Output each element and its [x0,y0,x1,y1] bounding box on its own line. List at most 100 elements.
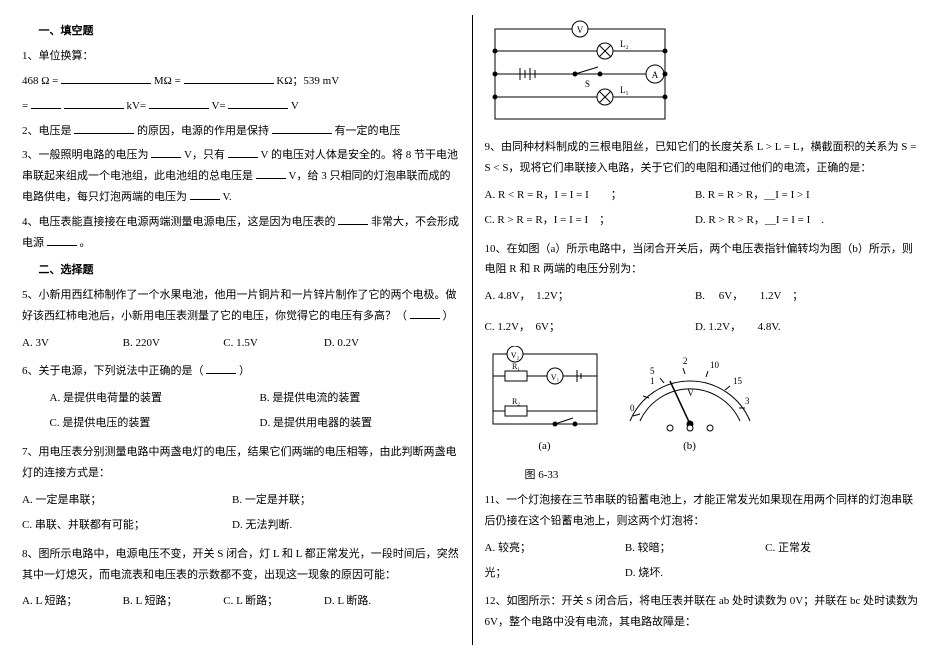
svg-text:R₂: R₂ [511,397,519,406]
blank [256,167,286,179]
svg-text:3: 3 [745,396,750,406]
q5-options: A. 3V B. 220V C. 1.5V D. 0.2V [22,331,460,356]
q10-opt-b: B. 6V， 1.2V ； [695,286,905,307]
blank [410,307,440,319]
q10-opt-a: A. 4.8V， 1.2V； [485,286,695,307]
svg-text:15: 15 [733,376,743,386]
q9-opt-b: B. R = R > R，__I = I > I [695,185,905,206]
q1-1c: KΩ；539 mV [276,75,339,87]
q9-opt-c: C. R > R = R，I = I = I ； [485,210,695,231]
q10: 10、在如图（a）所示电路中，当闭合开关后，两个电压表指针偏转均为图（b）所示，… [485,239,924,281]
q6-opt-c: C. 是提供电压的装置 [22,413,232,434]
blank [64,97,124,109]
q2c: 有一定的电压 [335,125,401,137]
q9-opt-d: D. R > R > R，__I = I = I . [695,210,905,231]
blank [228,97,288,109]
svg-text:5: 5 [650,366,655,376]
q10-options: A. 4.8V， 1.2V； B. 6V， 1.2V ； C. 1.2V， 6V… [485,284,924,340]
q3a: 3、一般照明电路的电压为 [22,149,149,161]
meter-b-icon: 0 1 5 2 10 15 3 V [615,346,765,436]
q6a: 6、关于电源，下列说法中正确的是（ [22,365,204,377]
section-1-title: 一、填空题 [22,21,460,42]
circuit-diagram-top: V L₂ S A L₁ [485,19,924,129]
q11-opt-c2: 光； [485,563,625,584]
svg-text:V: V [576,25,583,35]
q5a: 5、小新用西红柿制作了一个水果电池，他用一片铜片和一片锌片制作了它的两个电极。做… [22,289,457,322]
q8-options: A. L 短路； B. L 短路； C. L 断路； D. L 断路. [22,589,460,614]
q6b: ） [239,365,250,377]
blank [61,72,151,84]
q8-opt-d: D. L 断路. [324,591,425,612]
svg-text:V₂: V₂ [510,351,519,360]
q9-opt-a: A. R < R = R，I = I = I ； [485,185,695,206]
q4a: 4、电压表能直接接在电源两端测量电源电压，这是因为电压表的 [22,216,336,228]
blank [149,97,209,109]
blank [272,122,332,134]
q2b: 的原因，电源的作用是保持 [137,125,269,137]
right-column: V L₂ S A L₁ [473,15,936,645]
q2a: 2、电压是 [22,125,72,137]
q3e: V. [223,191,232,203]
q1-2c: V= [211,100,225,112]
q7-options: A. 一定是串联； B. 一定是并联； C. 串联、并联都有可能； D. 无法判… [22,488,460,538]
q7-opt-c: C. 串联、并联都有可能； [22,515,232,536]
q1-line1: 468 Ω = MΩ = KΩ；539 mV [22,71,460,92]
svg-text:10: 10 [710,360,720,370]
circuit-a-icon: V₂ R₁ V₁ R₂ [485,346,605,436]
q5-opt-b: B. 220V [123,333,224,354]
q11-opt-c: C. 正常发 [765,538,905,559]
q1-2d: V [291,100,299,112]
q8-opt-c: C. L 断路； [223,591,324,612]
q5-opt-d: D. 0.2V [324,333,425,354]
svg-text:V₁: V₁ [550,373,559,382]
q4c: 。 [80,237,91,249]
q1-2b: kV= [126,100,146,112]
q10-opt-d: D. 1.2V， 4.8V. [695,317,905,338]
q5-opt-c: C. 1.5V [223,333,324,354]
q5: 5、小新用西红柿制作了一个水果电池，他用一片铜片和一片锌片制作了它的两个电极。做… [22,285,460,327]
q11-options: A. 较亮； B. 较暗； C. 正常发 光； D. 烧坏. [485,536,924,586]
fig-a-label: (a) [538,440,550,452]
q4: 4、电压表能直接接在电源两端测量电源电压，这是因为电压表的 非常大，不会形成电源… [22,212,460,254]
fig-name: 图 6-33 [485,465,924,486]
circuit-svg-icon: V L₂ S A L₁ [485,19,675,129]
q7-opt-a: A. 一定是串联； [22,490,232,511]
left-column: 一、填空题 1、单位换算： 468 Ω = MΩ = KΩ；539 mV = k… [10,15,473,645]
q11-opt-b: B. 较暗； [625,538,765,559]
blank [31,97,61,109]
blank [206,362,236,374]
blank [74,122,134,134]
q8-opt-b: B. L 短路； [123,591,224,612]
blank [338,213,368,225]
q2: 2、电压是 的原因，电源的作用是保持 有一定的电压 [22,121,460,142]
q5b: ） [443,310,454,322]
svg-text:L₂: L₂ [620,39,629,49]
q7-opt-b: B. 一定是并联； [232,490,442,511]
q11-opt-d: D. 烧坏. [625,563,765,584]
q9-options: A. R < R = R，I = I = I ； B. R = R > R，__… [485,183,924,233]
q6: 6、关于电源，下列说法中正确的是（ ） [22,361,460,382]
q5-opt-a: A. 3V [22,333,123,354]
svg-text:2: 2 [683,356,688,366]
q6-opt-d: D. 是提供用电器的装置 [232,413,442,434]
q1-1b: MΩ = [154,75,181,87]
svg-text:1: 1 [650,376,655,386]
q9: 9、由同种材料制成的三根电阻丝，已知它们的长度关系 L > L = L，横截面积… [485,137,924,179]
blank [190,188,220,200]
svg-text:S: S [585,79,590,89]
fig-a: V₂ R₁ V₁ R₂ (a) [485,346,605,457]
fig-b: 0 1 5 2 10 15 3 V (b) [615,346,765,457]
q7: 7、用电压表分别测量电路中两盏电灯的电压，结果它们两端的电压相等，由此判断两盏电… [22,442,460,484]
svg-text:0: 0 [630,403,635,413]
svg-text:L₁: L₁ [620,85,629,95]
q8-opt-a: A. L 短路； [22,591,123,612]
q1-1a: 468 Ω = [22,75,58,87]
svg-text:A: A [651,70,658,80]
blank [184,72,274,84]
q11: 11、一个灯泡接在三节串联的铅蓄电池上，才能正常发光如果现在用两个同样的灯泡串联… [485,490,924,532]
q6-options: A. 是提供电荷量的装置 B. 是提供电流的装置 C. 是提供电压的装置 D. … [22,386,460,436]
q7-opt-d: D. 无法判断. [232,515,442,536]
q6-opt-b: B. 是提供电流的装置 [232,388,442,409]
blank [47,234,77,246]
q3b: V，只有 [184,149,225,161]
